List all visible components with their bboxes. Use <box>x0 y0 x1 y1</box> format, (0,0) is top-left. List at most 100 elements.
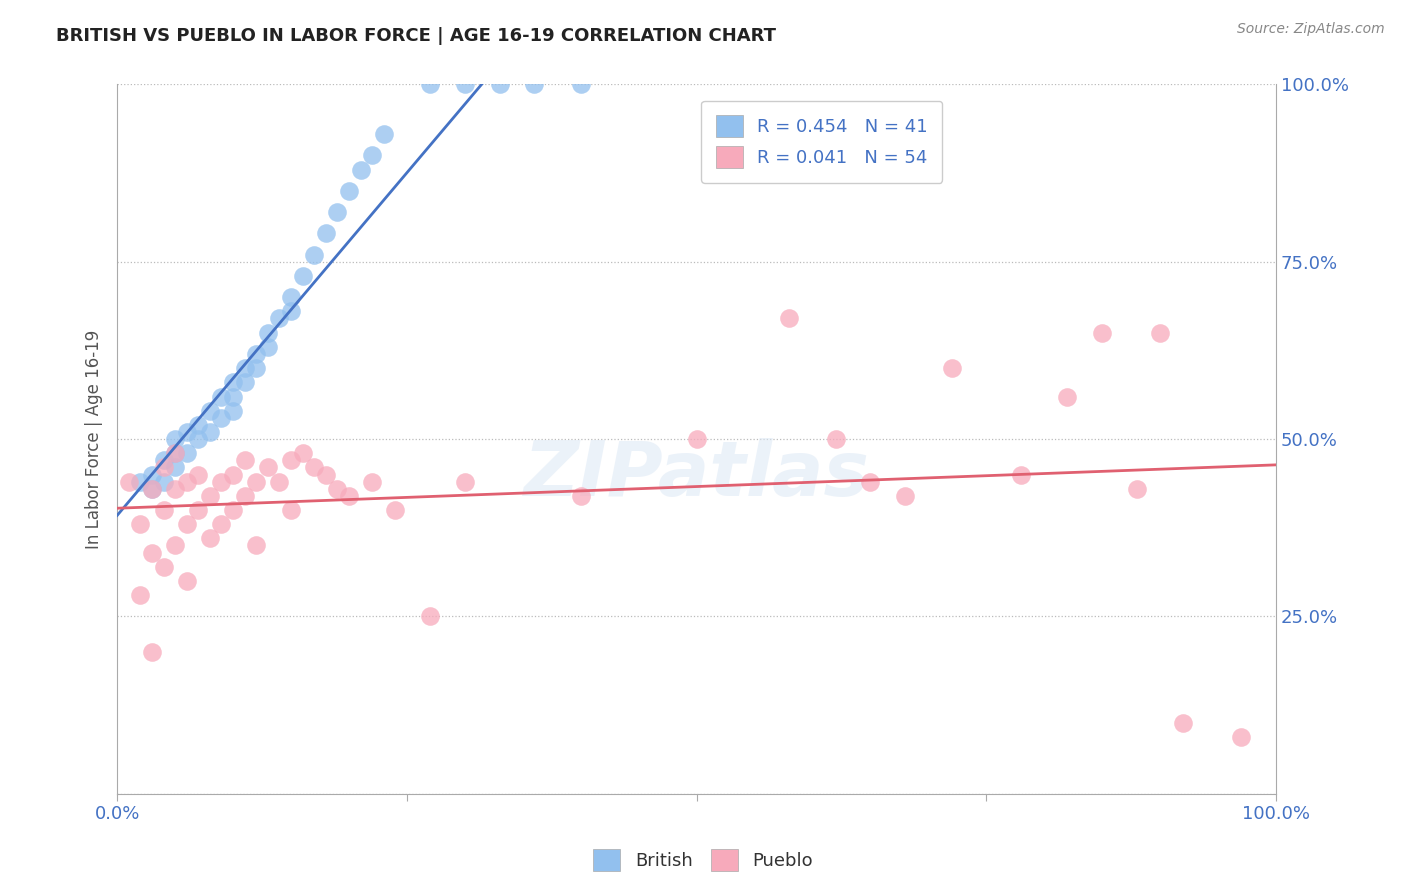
Point <box>291 446 314 460</box>
Point <box>233 453 256 467</box>
Point <box>118 475 141 489</box>
Point <box>488 78 510 92</box>
Point <box>1091 326 1114 340</box>
Point <box>326 482 349 496</box>
Point <box>165 446 187 460</box>
Point <box>337 184 360 198</box>
Point <box>384 503 406 517</box>
Point <box>165 432 187 446</box>
Point <box>141 645 163 659</box>
Point <box>187 467 209 482</box>
Point <box>373 127 395 141</box>
Point <box>315 467 337 482</box>
Point <box>129 475 152 489</box>
Point <box>176 574 198 588</box>
Point <box>187 503 209 517</box>
Point <box>141 482 163 496</box>
Legend: British, Pueblo: British, Pueblo <box>586 842 820 879</box>
Point <box>152 559 174 574</box>
Point <box>176 446 198 460</box>
Point <box>337 489 360 503</box>
Point <box>569 78 592 92</box>
Text: ZIPatlas: ZIPatlas <box>523 437 869 511</box>
Point <box>233 489 256 503</box>
Point <box>198 425 221 439</box>
Point <box>152 453 174 467</box>
Point <box>291 268 314 283</box>
Point <box>419 78 441 92</box>
Point <box>129 517 152 532</box>
Point <box>165 482 187 496</box>
Point <box>211 390 233 404</box>
Point <box>361 475 384 489</box>
Point <box>1149 326 1171 340</box>
Point <box>1056 390 1078 404</box>
Point <box>859 475 882 489</box>
Point <box>187 417 209 432</box>
Point <box>211 517 233 532</box>
Point <box>894 489 917 503</box>
Point <box>198 532 221 546</box>
Point <box>349 162 371 177</box>
Point <box>256 326 278 340</box>
Point <box>198 403 221 417</box>
Point <box>280 453 302 467</box>
Point <box>176 425 198 439</box>
Point <box>1230 730 1253 744</box>
Point <box>245 538 267 552</box>
Point <box>222 503 245 517</box>
Point <box>141 467 163 482</box>
Text: BRITISH VS PUEBLO IN LABOR FORCE | AGE 16-19 CORRELATION CHART: BRITISH VS PUEBLO IN LABOR FORCE | AGE 1… <box>56 27 776 45</box>
Point <box>198 489 221 503</box>
Point <box>280 503 302 517</box>
Point <box>152 460 174 475</box>
Point <box>245 361 267 376</box>
Point <box>1173 715 1195 730</box>
Point <box>245 475 267 489</box>
Point <box>141 482 163 496</box>
Point <box>302 247 325 261</box>
Point <box>523 78 546 92</box>
Point <box>211 475 233 489</box>
Point <box>569 489 592 503</box>
Point <box>165 460 187 475</box>
Point <box>326 205 349 219</box>
Point <box>233 376 256 390</box>
Point <box>141 545 163 559</box>
Point <box>1010 467 1032 482</box>
Point <box>302 460 325 475</box>
Point <box>176 517 198 532</box>
Point <box>280 290 302 304</box>
Point <box>222 376 245 390</box>
Point <box>233 361 256 376</box>
Point <box>269 475 291 489</box>
Point <box>245 347 267 361</box>
Point <box>211 410 233 425</box>
Point <box>361 148 384 162</box>
Point <box>824 432 846 446</box>
Point <box>187 432 209 446</box>
Point <box>454 475 477 489</box>
Point <box>256 340 278 354</box>
Point <box>222 390 245 404</box>
Point <box>280 304 302 318</box>
Point <box>222 467 245 482</box>
Point <box>419 609 441 624</box>
Point <box>165 538 187 552</box>
Point <box>152 475 174 489</box>
Point <box>256 460 278 475</box>
Point <box>454 78 477 92</box>
Point <box>315 227 337 241</box>
Point <box>176 475 198 489</box>
Point <box>152 503 174 517</box>
Legend: R = 0.454   N = 41, R = 0.041   N = 54: R = 0.454 N = 41, R = 0.041 N = 54 <box>702 101 942 183</box>
Point <box>222 403 245 417</box>
Point <box>129 588 152 602</box>
Text: Source: ZipAtlas.com: Source: ZipAtlas.com <box>1237 22 1385 37</box>
Point <box>778 311 800 326</box>
Point <box>165 446 187 460</box>
Point <box>1126 482 1149 496</box>
Point <box>685 432 707 446</box>
Y-axis label: In Labor Force | Age 16-19: In Labor Force | Age 16-19 <box>86 329 103 549</box>
Point <box>941 361 963 376</box>
